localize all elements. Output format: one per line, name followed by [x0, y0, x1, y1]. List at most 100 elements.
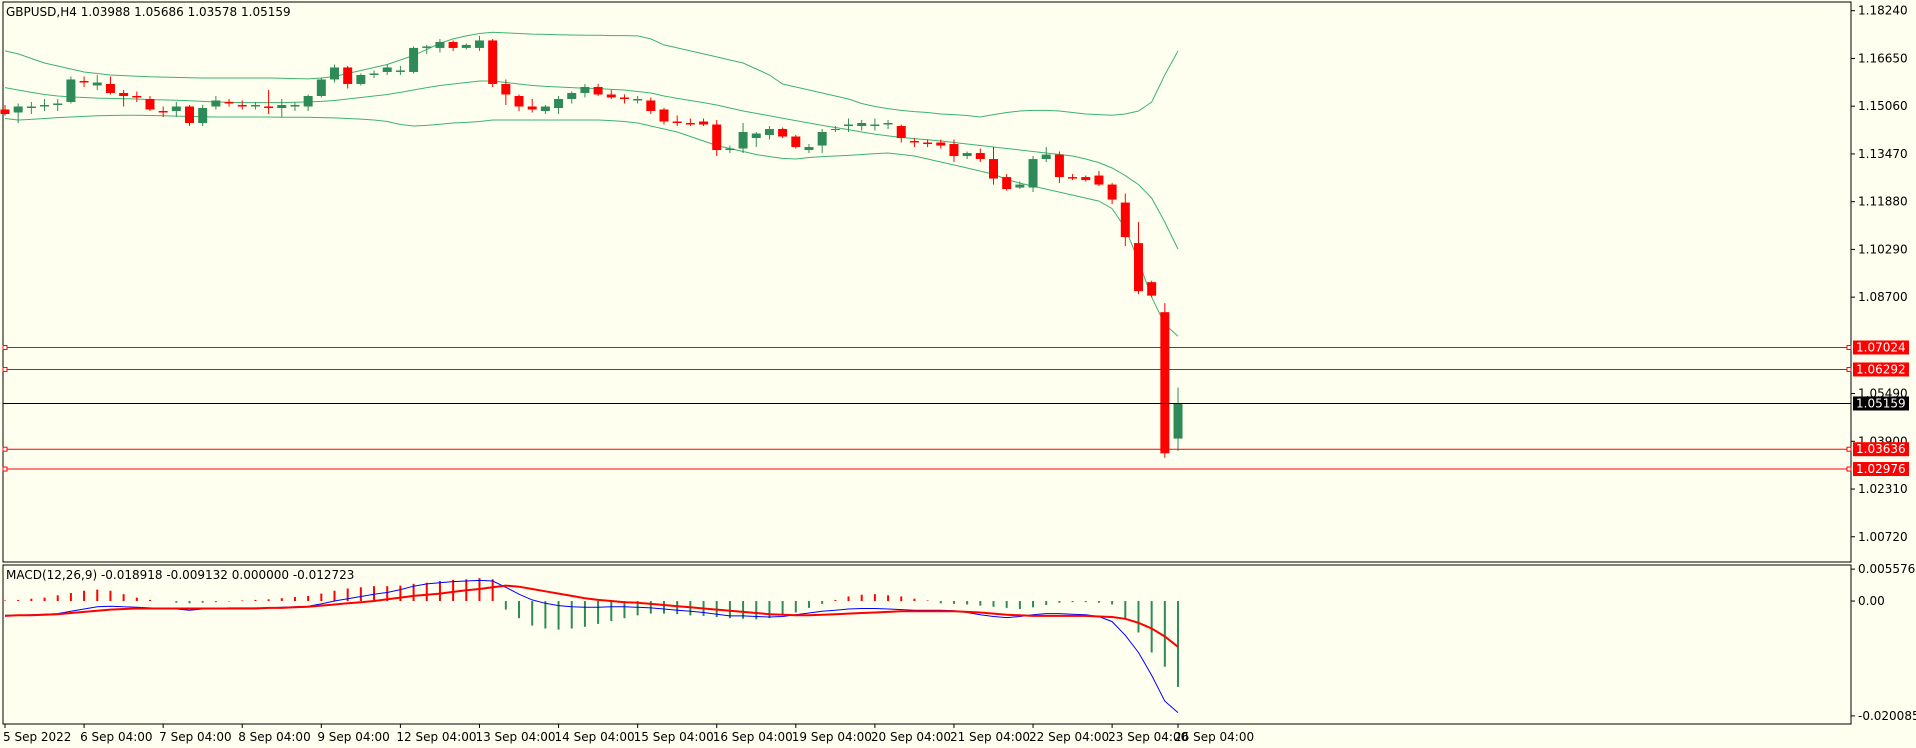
candle-body	[369, 73, 379, 75]
time-tick-label: 8 Sep 04:00	[238, 730, 310, 744]
time-tick-label: 16 Sep 04:00	[713, 730, 793, 744]
candle-body	[1054, 154, 1064, 178]
candle-body	[461, 44, 471, 48]
candles	[0, 35, 1183, 458]
symbol-header: GBPUSD,H4 1.03988 1.05686 1.03578 1.0515…	[6, 5, 291, 19]
time-tick-label: 15 Sep 04:00	[634, 730, 714, 744]
candle-body	[580, 86, 590, 93]
candle-body	[211, 100, 221, 107]
time-tick-label: 22 Sep 04:00	[1029, 730, 1109, 744]
bollinger-bands	[4, 31, 1179, 337]
candle-body	[606, 94, 616, 98]
level-price-label: 1.06292	[1856, 362, 1906, 376]
candle-body	[330, 67, 339, 80]
time-tick-label: 12 Sep 04:00	[396, 730, 476, 744]
price-tick-label: 1.11880	[1858, 195, 1908, 209]
level-price-tag	[1853, 340, 1909, 355]
candle-body	[514, 95, 524, 107]
candle-body	[764, 129, 774, 136]
candle-body	[79, 80, 89, 83]
candle-body	[316, 79, 326, 96]
candle-body	[1107, 184, 1117, 200]
candle-body	[0, 109, 10, 114]
candle-body	[474, 40, 484, 48]
candle-body	[672, 121, 682, 124]
candle-body	[949, 144, 959, 157]
candle-body	[1094, 175, 1104, 185]
candle-body	[250, 104, 260, 107]
candle-body	[448, 41, 458, 48]
price-tick-label: 1.13470	[1858, 147, 1908, 161]
time-tick-label: 23 Sep 04:00	[1108, 730, 1188, 744]
candle-body	[158, 110, 168, 113]
macd-line	[5, 579, 1179, 713]
candle-body	[145, 98, 155, 110]
price-tick-label: 1.15060	[1858, 99, 1908, 113]
price-tick-label: 1.10290	[1858, 242, 1908, 256]
candle-body	[66, 79, 76, 102]
candle-body	[909, 141, 919, 143]
candle-body	[699, 121, 709, 125]
candle-body	[962, 153, 972, 157]
candle-body	[567, 92, 577, 99]
candle-body	[92, 82, 102, 86]
candle-body	[778, 129, 788, 137]
candle-body	[277, 104, 287, 108]
candle-body	[738, 132, 748, 149]
candle-body	[936, 142, 946, 146]
macd-header: MACD(12,26,9) -0.018918 -0.009132 0.0000…	[6, 568, 354, 582]
price-tick-label: 1.08700	[1858, 290, 1908, 304]
candle-body	[395, 70, 405, 72]
level-price-tag	[1853, 442, 1909, 457]
candle-body	[343, 67, 353, 84]
band-upper	[4, 31, 1179, 118]
candle-body	[435, 41, 445, 48]
candle-body	[488, 40, 498, 84]
candle-body	[290, 104, 300, 107]
level-anchor-right	[1846, 446, 1852, 452]
candle-body	[725, 148, 735, 151]
candle-body	[1002, 177, 1012, 190]
candle-body	[593, 86, 603, 95]
price-tick-label: 1.18240	[1858, 4, 1908, 18]
candle-body	[989, 159, 998, 179]
time-tick-label: 7 Sep 04:00	[159, 730, 231, 744]
candle-body	[382, 67, 392, 72]
candle-body	[685, 123, 695, 125]
candle-body	[527, 106, 537, 110]
level-price-label: 1.03636	[1856, 442, 1906, 456]
macd-histogram	[4, 578, 1180, 687]
candle-body	[198, 107, 208, 124]
candle-body	[857, 123, 867, 127]
signal-line	[4, 584, 1179, 648]
candle-body	[712, 124, 722, 151]
candle-body	[870, 124, 880, 127]
candle-body	[26, 106, 36, 108]
time-tick-label: 26 Sep 04:00	[1174, 730, 1254, 744]
candle-body	[409, 47, 419, 72]
time-tick-label: 6 Sep 04:00	[80, 730, 152, 744]
current-price-tag	[1853, 396, 1909, 411]
horizontal-lines[interactable]: 1.07024 1.06292 1.03636 1.02976 1.05159	[2, 340, 1909, 477]
time-tick-label: 9 Sep 04:00	[317, 730, 389, 744]
macd-panel-frame	[2, 564, 1852, 725]
candle-body	[1147, 282, 1157, 296]
level-price-label: 1.02976	[1856, 462, 1906, 476]
level-anchor-right	[1846, 344, 1852, 350]
candle-body	[751, 133, 761, 139]
candle-body	[554, 98, 564, 108]
candle-body	[171, 106, 181, 111]
candle-body	[422, 46, 432, 48]
level-anchor-right	[1846, 366, 1852, 372]
price-panel: GBPUSD,H4 1.03988 1.05686 1.03578 1.0515…	[0, 1, 1909, 563]
current-price-label: 1.05159	[1856, 396, 1906, 410]
candle-body	[224, 101, 234, 104]
candle-body	[1041, 154, 1051, 160]
candle-body	[132, 95, 142, 98]
candle-body	[105, 83, 115, 93]
level-price-tag	[1853, 362, 1909, 377]
candle-body	[817, 132, 827, 146]
candle-body	[844, 124, 854, 127]
candle-body	[923, 142, 933, 145]
candle-body	[804, 147, 814, 151]
